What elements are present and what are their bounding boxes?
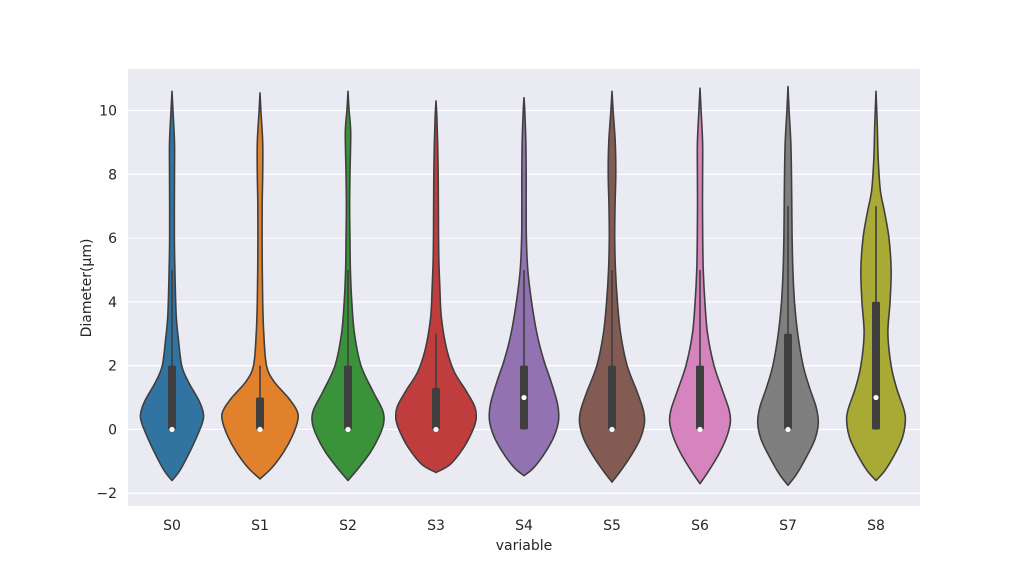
median-dot-S6 bbox=[697, 426, 703, 433]
x-tick-label: S5 bbox=[603, 518, 621, 534]
x-tick-label: S2 bbox=[339, 518, 357, 534]
y-tick-label: 10 bbox=[99, 103, 117, 119]
median-dot-S1 bbox=[257, 426, 263, 433]
iqr-box-S0 bbox=[168, 365, 176, 430]
iqr-box-S5 bbox=[608, 365, 616, 430]
y-axis: −2 0 2 4 6 8 10 bbox=[96, 103, 117, 502]
median-dot-S4 bbox=[521, 394, 527, 401]
y-tick-label: 8 bbox=[108, 167, 117, 183]
iqr-box-S7 bbox=[784, 333, 792, 430]
x-tick-label: S3 bbox=[427, 518, 445, 534]
violins bbox=[139, 85, 907, 487]
y-tick-label: 4 bbox=[108, 295, 117, 311]
y-tick-label: 6 bbox=[108, 231, 117, 247]
y-tick-label: 2 bbox=[108, 359, 117, 375]
violin-S1 bbox=[220, 92, 300, 480]
y-tick-label: −2 bbox=[96, 486, 117, 502]
median-dot-S2 bbox=[345, 426, 351, 433]
x-tick-label: S4 bbox=[515, 518, 533, 534]
x-tick-label: S1 bbox=[251, 518, 269, 534]
x-tick-label: S0 bbox=[163, 518, 181, 534]
median-dot-S3 bbox=[433, 426, 439, 433]
iqr-box-S2 bbox=[344, 365, 352, 430]
iqr-box-S6 bbox=[696, 365, 704, 430]
median-dot-S0 bbox=[169, 426, 175, 433]
y-axis-label: Diameter(μm) bbox=[79, 239, 95, 338]
iqr-box-S8 bbox=[872, 301, 880, 430]
x-axis: S0 S1 S2 S3 S4 S5 S6 S7 S8 bbox=[163, 518, 885, 534]
x-tick-label: S8 bbox=[867, 518, 885, 534]
iqr-box-S1 bbox=[256, 397, 264, 430]
y-tick-label: 0 bbox=[108, 422, 117, 438]
median-dot-S8 bbox=[873, 394, 879, 401]
x-axis-label: variable bbox=[496, 538, 552, 554]
iqr-box-S3 bbox=[432, 387, 440, 430]
violin-S3 bbox=[394, 100, 478, 474]
median-dot-S7 bbox=[785, 426, 791, 433]
x-tick-label: S7 bbox=[779, 518, 797, 534]
x-tick-label: S6 bbox=[691, 518, 709, 534]
median-dot-S5 bbox=[609, 426, 615, 433]
